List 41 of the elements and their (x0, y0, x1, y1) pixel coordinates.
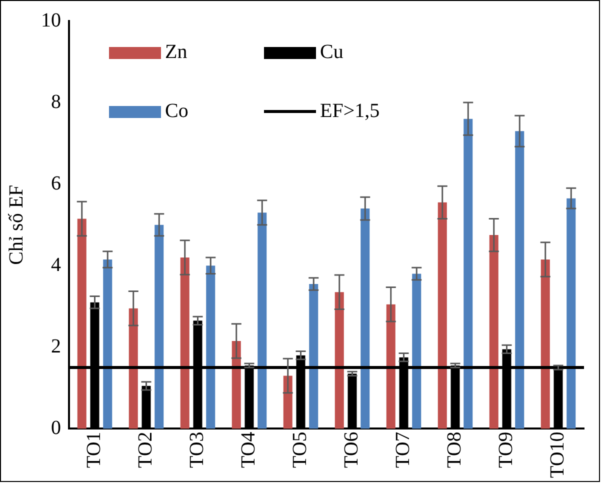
y-tick-label: 10 (41, 9, 61, 32)
y-tick-label: 0 (51, 416, 61, 439)
y-tick-label: 6 (51, 172, 61, 194)
bar (128, 308, 138, 429)
bar (232, 341, 241, 429)
legend-label: Co (165, 100, 188, 123)
x-tick-label: TO7 (392, 432, 414, 468)
bar (566, 198, 576, 429)
x-tick-label: TO3 (186, 432, 208, 468)
x-tick-label: TO9 (495, 432, 517, 468)
y-axis-title: Chỉ số EF (5, 184, 28, 265)
bar (438, 202, 447, 429)
bar (464, 118, 473, 429)
bar (103, 260, 112, 429)
y-tick-label: 4 (51, 254, 61, 276)
bar (283, 376, 292, 429)
legend-label: EF>1,5 (320, 100, 380, 123)
bar (77, 218, 86, 429)
x-tick-label: TO1 (83, 432, 105, 468)
x-tick-label: TO2 (134, 432, 156, 468)
bar (334, 292, 344, 429)
legend-label: Cu (320, 41, 344, 64)
y-tick-label: 8 (51, 90, 61, 113)
bar (489, 235, 498, 429)
x-tick-label: TO5 (289, 432, 311, 468)
bar (258, 212, 267, 429)
bar (206, 266, 216, 429)
bar (360, 208, 370, 429)
y-tick-label: 2 (51, 335, 61, 358)
bar (540, 260, 550, 429)
bar (154, 224, 164, 429)
x-tick-label: TO10 (546, 432, 568, 478)
bar (180, 257, 190, 429)
legend-label: Zn (165, 41, 188, 64)
x-tick-label: TO8 (444, 432, 466, 468)
bar (309, 284, 318, 429)
x-tick-label: TO6 (340, 432, 362, 468)
x-tick-label: TO4 (238, 432, 260, 468)
bar (515, 131, 524, 429)
bar (412, 274, 422, 429)
bar (386, 304, 396, 429)
